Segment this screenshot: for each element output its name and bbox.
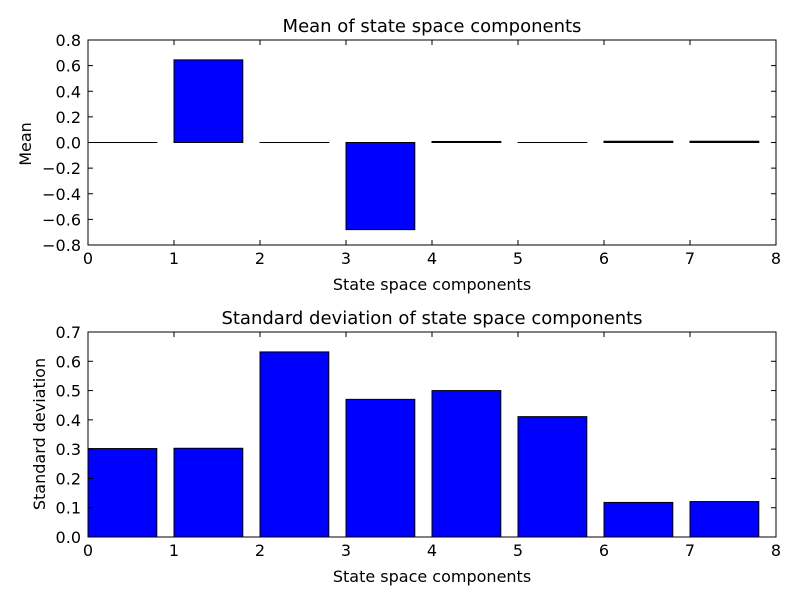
x-tick-label: 1 xyxy=(169,249,179,268)
y-tick-label: −0.8 xyxy=(42,236,81,255)
x-tick-label: 1 xyxy=(169,541,179,560)
y-tick-label: 0.7 xyxy=(56,323,81,342)
y-tick-label: 0.1 xyxy=(56,499,81,518)
ticks: 0 1 2 3 4 5 6 7 8 0.0 0.1 0.2 0.3 0.4 0.5 0.6 0.7 xyxy=(56,323,782,560)
x-tick-label: 3 xyxy=(341,541,351,560)
x-tick-label: 5 xyxy=(513,541,523,560)
x-tick-label: 8 xyxy=(771,249,781,268)
bar-6 xyxy=(603,501,674,538)
x-tick-label: 2 xyxy=(255,249,265,268)
bar-3 xyxy=(345,398,416,538)
x-tick-label: 4 xyxy=(427,249,437,268)
bar-1 xyxy=(173,447,244,538)
x-tick-label: 0 xyxy=(83,249,93,268)
plot-frame xyxy=(87,39,777,246)
y-tick-label: 0.4 xyxy=(56,411,81,430)
bar-4 xyxy=(431,140,502,144)
y-tick-label: 0.2 xyxy=(56,469,81,488)
y-tick-label: −0.2 xyxy=(42,159,81,178)
bar-0 xyxy=(87,448,158,538)
y-tick-label: 0.4 xyxy=(56,82,81,101)
bar-7 xyxy=(689,140,760,143)
x-tick-label: 7 xyxy=(685,541,695,560)
x-tick-label: 0 xyxy=(83,541,93,560)
y-axis-label: Standard deviation xyxy=(30,358,49,510)
bar-3 xyxy=(345,142,416,231)
x-tick-label: 8 xyxy=(771,541,781,560)
x-tick-label: 4 xyxy=(427,541,437,560)
y-tick-label: −0.4 xyxy=(42,185,81,204)
y-tick-label: 0.5 xyxy=(56,382,81,401)
x-axis-label: State space components xyxy=(333,567,531,586)
y-tick-label: 0.8 xyxy=(56,31,81,50)
chart-title: Mean of state space components xyxy=(283,16,582,37)
x-axis-label: State space components xyxy=(333,275,531,294)
x-tick-label: 2 xyxy=(255,541,265,560)
bars xyxy=(87,351,760,538)
y-tick-label: 0.2 xyxy=(56,108,81,127)
x-tick-label: 6 xyxy=(599,249,609,268)
bar-6 xyxy=(603,140,674,143)
x-tick-label: 6 xyxy=(599,541,609,560)
bar-4 xyxy=(431,390,502,538)
bar-2 xyxy=(259,351,330,538)
y-tick-label: 0.3 xyxy=(56,440,81,459)
x-tick-label: 3 xyxy=(341,249,351,268)
y-axis-label: Mean xyxy=(16,122,35,166)
bars xyxy=(87,59,760,231)
chart-title: Standard deviation of state space compon… xyxy=(221,308,642,329)
bar-1 xyxy=(173,59,244,143)
bar-7 xyxy=(689,501,760,538)
x-tick-label: 5 xyxy=(513,249,523,268)
y-tick-label: −0.6 xyxy=(42,210,81,229)
mean-chart: Mean of state space components State spa… xyxy=(16,16,781,294)
bar-5 xyxy=(517,416,588,538)
std-chart: Standard deviation of state space compon… xyxy=(30,308,781,586)
y-tick-label: 0.0 xyxy=(56,134,81,153)
y-tick-label: 0.6 xyxy=(56,57,81,76)
y-tick-label: 0.0 xyxy=(56,528,81,547)
x-tick-label: 7 xyxy=(685,249,695,268)
y-tick-label: 0.6 xyxy=(56,352,81,371)
plot-frame xyxy=(87,331,777,538)
